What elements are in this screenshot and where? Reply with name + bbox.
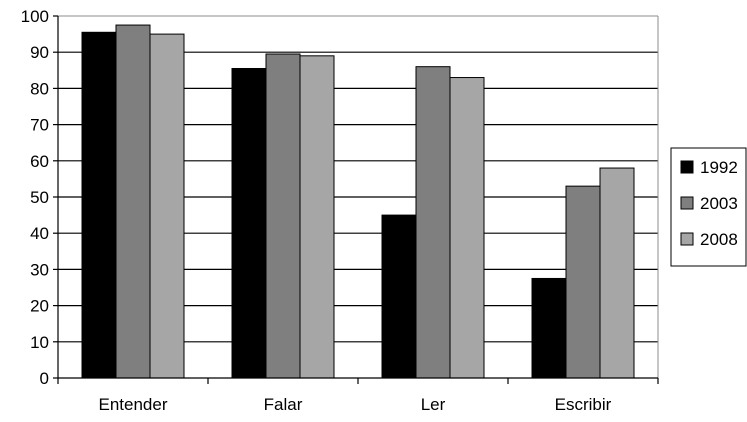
bar-falar-2003	[265, 53, 301, 379]
y-tick-label-20: 20	[30, 297, 49, 316]
bar-ler-2003	[415, 66, 451, 379]
y-tick-label-80: 80	[30, 79, 49, 98]
legend-swatch-1992	[680, 160, 694, 174]
y-tick-label-0: 0	[40, 369, 49, 388]
legend-swatch-2003	[680, 196, 694, 210]
x-label-ler: Ler	[421, 395, 446, 414]
bar-ler-2008	[449, 77, 485, 379]
y-tick-label-60: 60	[30, 152, 49, 171]
bar-falar-1992	[231, 67, 267, 379]
legend-label-2003: 2003	[700, 194, 738, 213]
y-tick-label-100: 100	[21, 7, 49, 26]
x-label-entender: Entender	[99, 395, 168, 414]
y-tick-label-90: 90	[30, 43, 49, 62]
plot-frame	[58, 15, 659, 378]
bar-ler-1992	[381, 214, 417, 379]
legend: 1992 2003 2008	[670, 147, 747, 267]
bar-entender-1992	[81, 31, 117, 379]
y-tick-label-70: 70	[30, 116, 49, 135]
legend-label-1992: 1992	[700, 158, 738, 177]
x-label-escribir: Escribir	[555, 395, 612, 414]
y-tick-label-40: 40	[30, 224, 49, 243]
legend-label-2008: 2008	[700, 230, 738, 249]
bars	[81, 24, 635, 379]
y-tick-label-10: 10	[30, 333, 49, 352]
y-tick-label-30: 30	[30, 260, 49, 279]
bar-escribir-1992	[531, 277, 567, 379]
legend-swatch-2008	[680, 232, 694, 246]
y-tick-label-50: 50	[30, 188, 49, 207]
bar-entender-2003	[115, 24, 151, 379]
bar-escribir-2003	[565, 185, 601, 379]
bar-escribir-2008	[599, 167, 635, 379]
axes: 0 10 20 30 40 50 60 70 80 90 100 Entender Falar Ler Es…	[21, 7, 659, 414]
x-label-falar: Falar	[264, 395, 303, 414]
bar-entender-2008	[149, 33, 185, 379]
bar-falar-2008	[299, 55, 335, 379]
